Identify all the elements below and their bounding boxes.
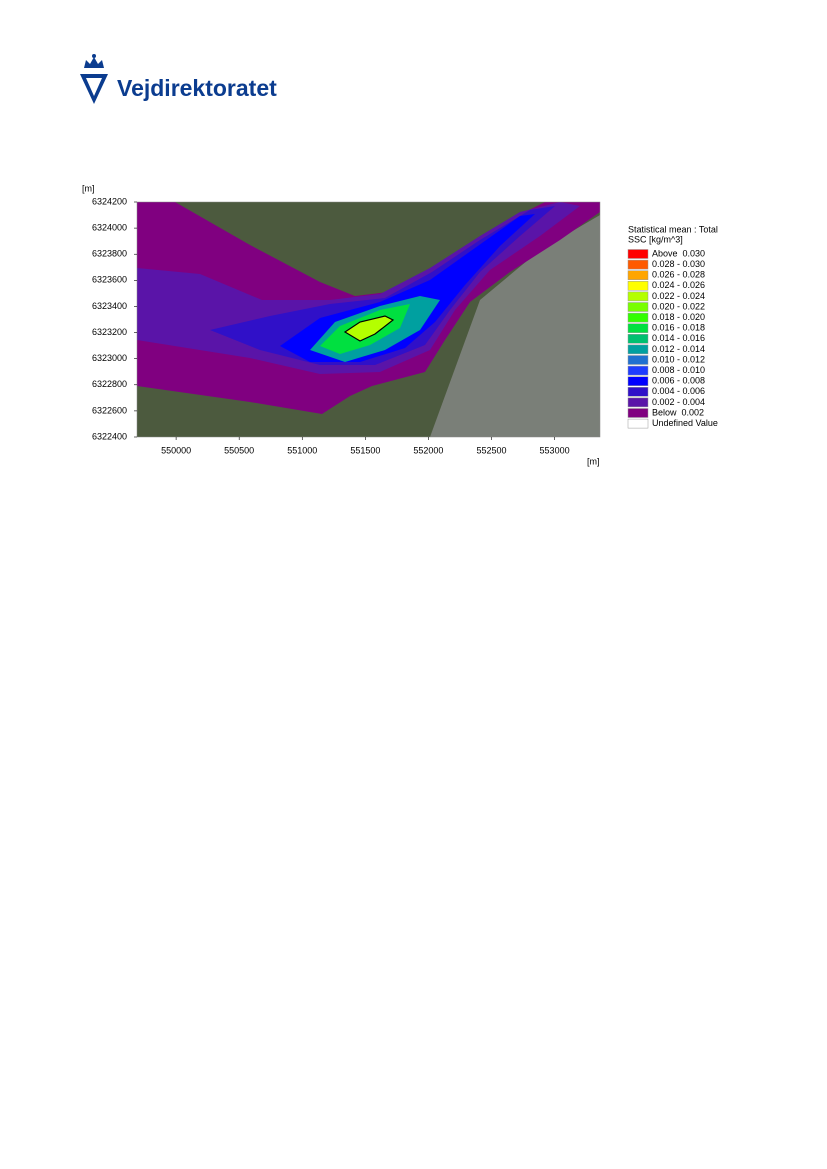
legend-label: 0.016 - 0.018 — [652, 323, 705, 333]
contour-0022-0024 — [343, 315, 395, 342]
legend-label: 0.010 - 0.012 — [652, 354, 705, 364]
logo-text: Vejdirektoratet — [117, 75, 277, 101]
legend-swatch — [627, 397, 649, 408]
x-tick-label: 552500 — [476, 445, 506, 455]
crown-orb — [92, 54, 96, 58]
x-tick-label: 550000 — [161, 445, 191, 455]
legend-label: 0.020 - 0.022 — [652, 301, 705, 311]
y-tick-label: 6324000 — [92, 222, 127, 232]
y-tick-label: 6323400 — [92, 301, 127, 311]
legend-swatch — [627, 355, 649, 365]
legend-label: Above 0.030 — [652, 248, 705, 258]
legend-swatch — [627, 312, 649, 323]
y-tick-label: 6323800 — [92, 249, 127, 259]
legend-swatch — [627, 281, 649, 291]
legend-swatch — [627, 408, 649, 418]
legend-swatch — [627, 387, 649, 397]
legend-label: 0.022 - 0.024 — [652, 291, 705, 301]
legend-swatch — [627, 259, 649, 270]
x-tick-label: 551500 — [350, 445, 380, 455]
legend-swatch — [627, 270, 649, 280]
y-tick-label: 6324200 — [92, 196, 127, 206]
crown — [84, 57, 104, 68]
x-unit: [m] — [587, 456, 600, 466]
legend-title: SSC [kg/m^3] — [628, 234, 683, 244]
legend-label: 0.018 - 0.020 — [652, 312, 705, 322]
urban-area — [430, 215, 600, 437]
y-tick-label: 6322800 — [92, 379, 127, 389]
legend-label: 0.002 - 0.004 — [652, 397, 705, 407]
legend-label: 0.026 - 0.028 — [652, 270, 705, 280]
legend-label: 0.012 - 0.014 — [652, 344, 705, 354]
map — [136, 201, 601, 438]
x-tick-label: 552000 — [413, 445, 443, 455]
logo-v — [80, 74, 108, 104]
y-tick-label: 6323000 — [92, 353, 127, 363]
y-tick-label: 6323200 — [92, 327, 127, 337]
legend-label: 0.014 - 0.016 — [652, 333, 705, 343]
x-tick-label: 551000 — [287, 445, 317, 455]
legend-swatch — [627, 302, 649, 312]
y-tick-label: 6322400 — [92, 431, 127, 441]
legend-label: 0.006 - 0.008 — [652, 376, 705, 386]
logo: Vejdirektoratet — [80, 54, 277, 104]
legend-label: Undefined Value — [652, 418, 718, 428]
legend-label: 0.008 - 0.010 — [652, 365, 705, 375]
legend-label: Below 0.002 — [652, 407, 704, 417]
legend-label: 0.028 - 0.030 — [652, 259, 705, 269]
x-tick-label: 553000 — [540, 445, 570, 455]
legend-swatch — [627, 376, 649, 386]
plot-frame — [136, 201, 601, 438]
y-tick-label: 6323600 — [92, 275, 127, 285]
legend-label: 0.004 - 0.006 — [652, 386, 705, 396]
legend-swatch — [627, 249, 649, 259]
legend-label: 0.024 - 0.026 — [652, 280, 705, 290]
y-unit: [m] — [82, 183, 95, 193]
legend-swatch — [627, 344, 649, 355]
legend-swatch — [627, 323, 649, 333]
contour-0004-0006 — [210, 206, 555, 365]
legend-swatch — [627, 365, 649, 376]
legend-swatch — [627, 291, 649, 302]
legend-title: Statistical mean : Total — [628, 224, 718, 234]
legend-swatch — [627, 418, 649, 429]
y-tick-label: 6322600 — [92, 405, 127, 415]
legend-swatch — [627, 334, 649, 344]
x-tick-label: 550500 — [224, 445, 254, 455]
